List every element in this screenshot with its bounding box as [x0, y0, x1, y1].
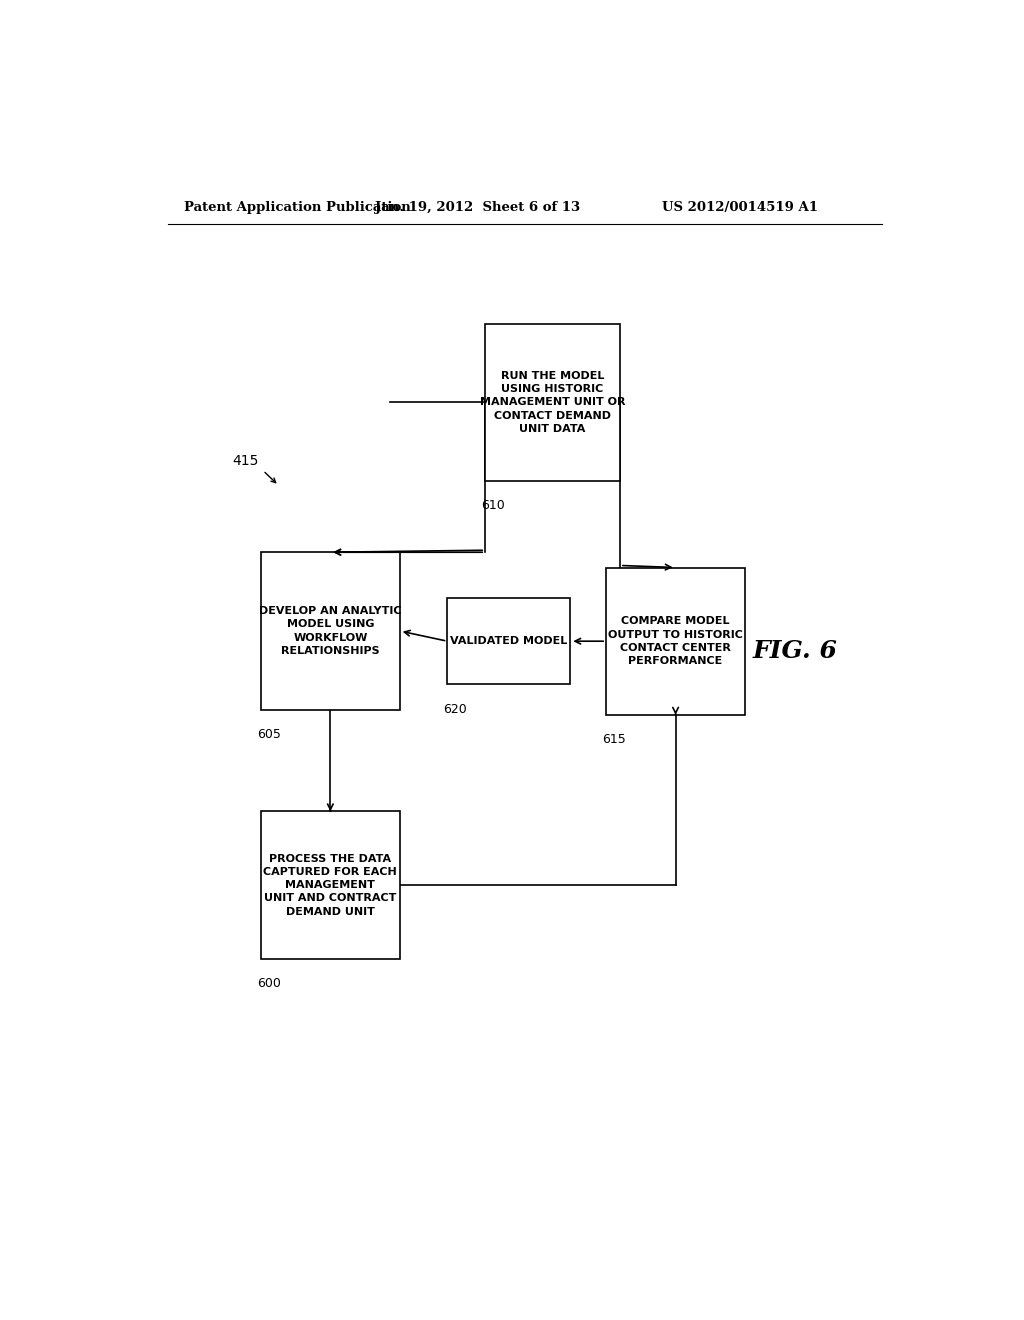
Text: 415: 415	[232, 454, 259, 469]
Text: FIG. 6: FIG. 6	[753, 639, 837, 664]
Text: DEVELOP AN ANALYTIC
MODEL USING
WORKFLOW
RELATIONSHIPS: DEVELOP AN ANALYTIC MODEL USING WORKFLOW…	[259, 606, 401, 656]
Text: Patent Application Publication: Patent Application Publication	[183, 201, 411, 214]
Bar	[261, 812, 399, 958]
Text: 610: 610	[481, 499, 505, 512]
Text: VALIDATED MODEL: VALIDATED MODEL	[451, 636, 567, 647]
Text: PROCESS THE DATA
CAPTURED FOR EACH
MANAGEMENT
UNIT AND CONTRACT
DEMAND UNIT: PROCESS THE DATA CAPTURED FOR EACH MANAG…	[263, 854, 397, 916]
Bar	[485, 323, 620, 480]
Text: COMPARE MODEL
OUTPUT TO HISTORIC
CONTACT CENTER
PERFORMANCE: COMPARE MODEL OUTPUT TO HISTORIC CONTACT…	[608, 616, 743, 667]
Text: 620: 620	[443, 702, 467, 715]
Text: US 2012/0014519 A1: US 2012/0014519 A1	[663, 201, 818, 214]
Text: RUN THE MODEL
USING HISTORIC
MANAGEMENT UNIT OR
CONTACT DEMAND
UNIT DATA: RUN THE MODEL USING HISTORIC MANAGEMENT …	[480, 371, 626, 434]
Text: Jan. 19, 2012  Sheet 6 of 13: Jan. 19, 2012 Sheet 6 of 13	[375, 201, 580, 214]
Bar	[447, 598, 570, 684]
Text: 615: 615	[602, 733, 626, 746]
Text: 605: 605	[257, 729, 281, 741]
Text: 600: 600	[257, 977, 281, 990]
Bar	[261, 552, 399, 710]
Bar	[606, 568, 745, 715]
